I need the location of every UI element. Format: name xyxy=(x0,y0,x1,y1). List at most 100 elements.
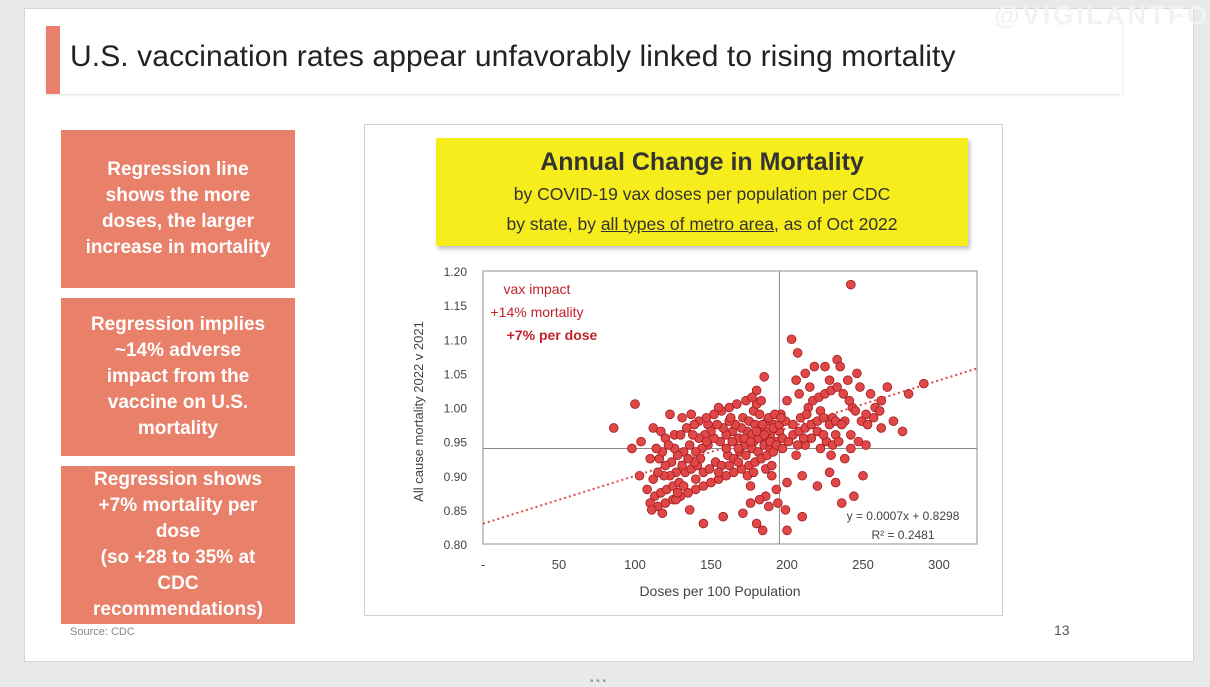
data-point xyxy=(791,375,801,386)
data-point xyxy=(801,409,812,420)
data-point xyxy=(651,443,662,454)
data-point xyxy=(809,361,820,372)
drag-handle-dots[interactable]: • • • xyxy=(590,676,607,687)
data-point xyxy=(725,412,736,423)
data-point xyxy=(903,389,914,399)
y-tick-label: 0.85 xyxy=(444,504,468,518)
data-point xyxy=(690,447,701,457)
data-point xyxy=(832,382,842,392)
callout-line: Regression implies xyxy=(90,314,266,335)
data-point xyxy=(754,409,765,420)
chart-subtitle-2-pre: by state, by xyxy=(506,214,601,234)
data-point xyxy=(797,470,807,481)
chart-subtitle-1: by COVID-19 vax doses per population per… xyxy=(513,184,891,204)
data-point xyxy=(712,419,722,430)
trendline xyxy=(482,367,978,525)
data-point xyxy=(876,423,887,433)
data-point xyxy=(747,392,757,403)
data-point xyxy=(684,505,695,515)
data-point xyxy=(704,464,715,474)
data-point xyxy=(642,484,652,495)
data-point xyxy=(865,389,876,399)
data-point xyxy=(656,426,666,437)
callout-line: dose xyxy=(155,521,201,542)
data-point xyxy=(665,409,675,420)
annotation-vax-impact: vax impact xyxy=(504,281,571,297)
callout-line: +7% mortality per xyxy=(98,495,258,516)
callout-adverse-impact: Regression implies ~14% adverse impact f… xyxy=(61,298,295,456)
data-point xyxy=(782,395,792,406)
data-point xyxy=(660,460,671,471)
data-point xyxy=(727,436,738,447)
data-point xyxy=(792,348,803,358)
data-point xyxy=(630,399,640,409)
data-point xyxy=(897,426,908,437)
x-axis-label: Doses per 100 Population xyxy=(639,583,800,599)
y-tick-label: 0.95 xyxy=(444,436,468,450)
data-point xyxy=(792,440,803,450)
watermark: @VIGILANTFO xyxy=(994,0,1210,30)
data-point xyxy=(800,368,811,379)
data-point xyxy=(858,470,868,481)
data-point xyxy=(804,382,815,392)
data-point xyxy=(842,375,853,386)
y-tick-label: 1.20 xyxy=(444,265,468,279)
data-point xyxy=(689,419,700,430)
callout-line: Regression line xyxy=(107,159,249,180)
page-number: 13 xyxy=(1054,622,1070,638)
data-point xyxy=(888,416,899,426)
data-point xyxy=(773,498,783,508)
y-tick-label: 0.80 xyxy=(444,538,468,552)
data-point xyxy=(748,467,759,478)
y-axis-label: All cause mortality 2022 v 2021 xyxy=(411,321,426,502)
data-point xyxy=(794,389,804,399)
data-point xyxy=(672,488,683,498)
chart-title: Annual Change in Mortality xyxy=(540,148,864,176)
data-point xyxy=(648,474,659,484)
data-point xyxy=(780,505,791,515)
data-point xyxy=(684,440,695,450)
data-point xyxy=(797,511,807,522)
data-point xyxy=(751,385,762,396)
data-point xyxy=(818,412,829,423)
data-point xyxy=(868,412,879,423)
data-point xyxy=(874,406,885,416)
data-point xyxy=(830,477,841,488)
callout-line: vaccine on U.S. xyxy=(107,392,249,413)
data-point xyxy=(757,419,768,430)
data-point xyxy=(838,389,849,399)
data-point xyxy=(754,494,765,505)
data-point xyxy=(777,443,788,454)
data-point xyxy=(675,429,686,440)
data-point xyxy=(786,334,797,345)
data-point xyxy=(791,450,801,461)
data-point xyxy=(718,511,728,522)
data-point xyxy=(846,279,856,290)
data-point xyxy=(824,375,835,386)
callout-line: recommendations) xyxy=(93,599,263,620)
data-point xyxy=(815,443,826,454)
data-point xyxy=(812,481,823,491)
data-point xyxy=(677,460,687,471)
data-point xyxy=(732,399,742,409)
x-tick-label: 50 xyxy=(552,557,566,572)
data-point xyxy=(713,402,724,413)
data-point xyxy=(820,361,830,372)
chart-title-box: Annual Change in Mortality by COVID-19 v… xyxy=(436,138,968,246)
annotation-per-dose: +7% per dose xyxy=(507,327,598,343)
data-point xyxy=(850,406,861,416)
data-point xyxy=(701,412,712,423)
callout-regression-line: Regression line shows the more doses, th… xyxy=(61,130,295,288)
data-point xyxy=(852,368,862,379)
data-point xyxy=(846,443,856,454)
callout-per-dose: Regression shows +7% mortality per dose … xyxy=(61,466,295,624)
regression-r-squared: R² = 0.2481 xyxy=(871,528,934,542)
data-point xyxy=(776,412,786,423)
data-point xyxy=(745,498,756,508)
data-point xyxy=(836,419,847,430)
data-point xyxy=(861,440,871,450)
data-point xyxy=(862,419,873,430)
data-point xyxy=(745,481,756,491)
y-tick-label: 0.90 xyxy=(444,470,468,484)
